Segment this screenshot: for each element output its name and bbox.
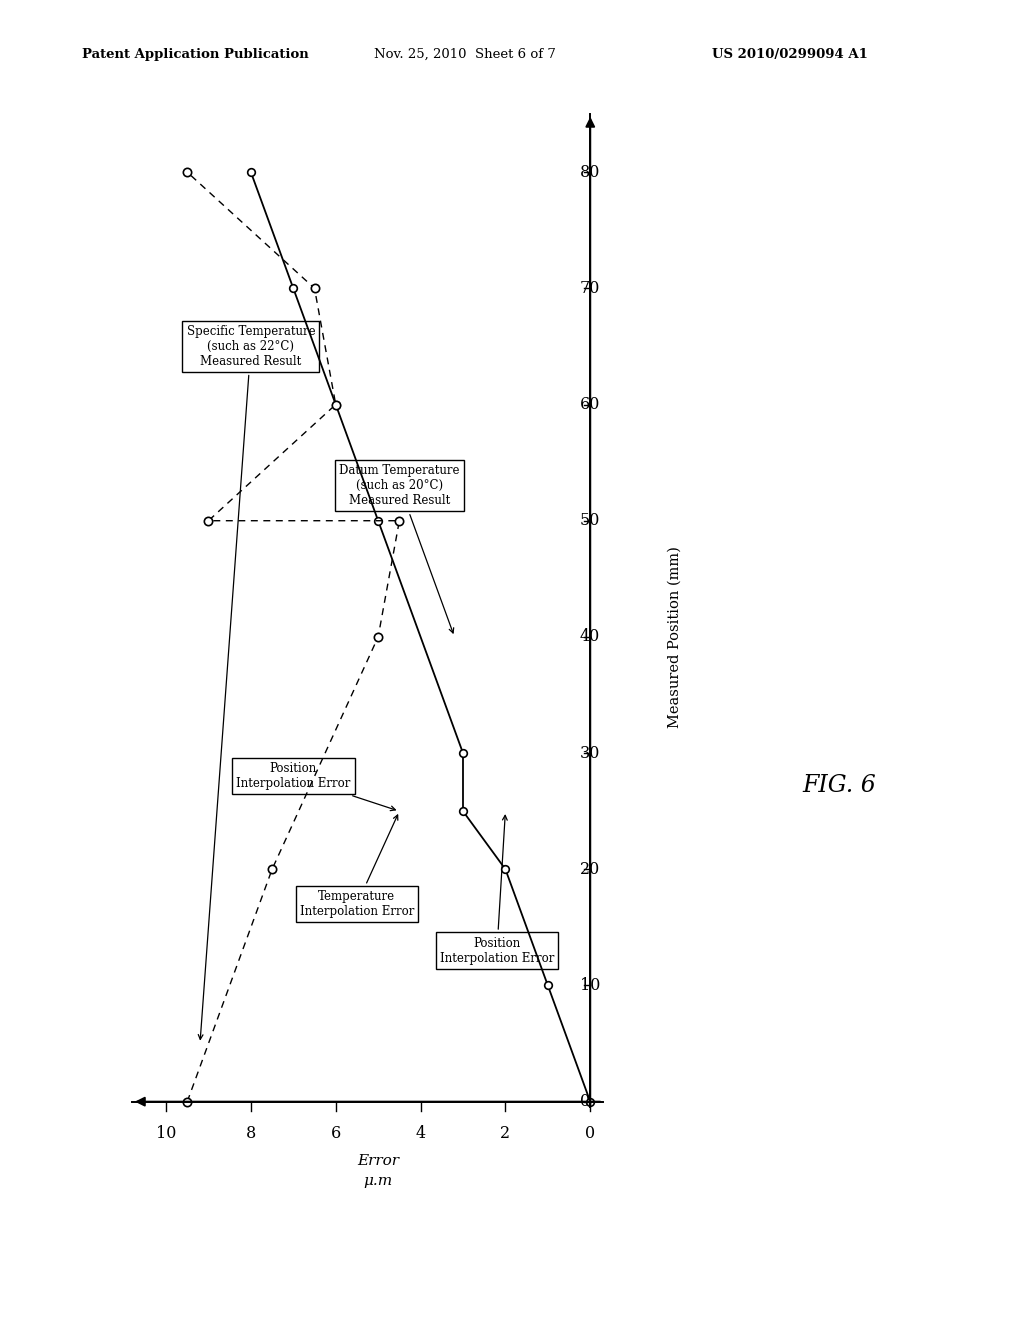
- Text: Nov. 25, 2010  Sheet 6 of 7: Nov. 25, 2010 Sheet 6 of 7: [374, 48, 556, 61]
- Text: Temperature
Interpolation Error: Temperature Interpolation Error: [300, 814, 414, 919]
- Text: Datum Temperature
(such as 20°C)
Measured Result: Datum Temperature (such as 20°C) Measure…: [339, 465, 460, 634]
- Text: Position
Interpolation Error: Position Interpolation Error: [439, 816, 554, 965]
- Text: Error: Error: [357, 1154, 399, 1168]
- Text: 2: 2: [501, 1125, 511, 1142]
- Text: FIG. 6: FIG. 6: [803, 774, 877, 797]
- Text: 60: 60: [580, 396, 600, 413]
- Text: Measured Position (mm): Measured Position (mm): [668, 546, 682, 727]
- Text: μ.m: μ.m: [364, 1173, 393, 1188]
- Text: 10: 10: [580, 977, 600, 994]
- Text: 6: 6: [331, 1125, 341, 1142]
- Text: 4: 4: [416, 1125, 426, 1142]
- Text: 80: 80: [580, 164, 600, 181]
- Text: 10: 10: [156, 1125, 176, 1142]
- Text: US 2010/0299094 A1: US 2010/0299094 A1: [712, 48, 867, 61]
- Text: 30: 30: [580, 744, 600, 762]
- Text: 50: 50: [580, 512, 600, 529]
- Text: 0: 0: [585, 1125, 595, 1142]
- Text: 70: 70: [580, 280, 600, 297]
- Text: Position
Interpolation Error: Position Interpolation Error: [237, 763, 395, 810]
- Text: 8: 8: [246, 1125, 256, 1142]
- Text: 40: 40: [580, 628, 600, 645]
- Text: Specific Temperature
(such as 22°C)
Measured Result: Specific Temperature (such as 22°C) Meas…: [186, 325, 315, 1039]
- Text: 0: 0: [580, 1093, 590, 1110]
- Text: 20: 20: [580, 861, 600, 878]
- Text: Patent Application Publication: Patent Application Publication: [82, 48, 308, 61]
